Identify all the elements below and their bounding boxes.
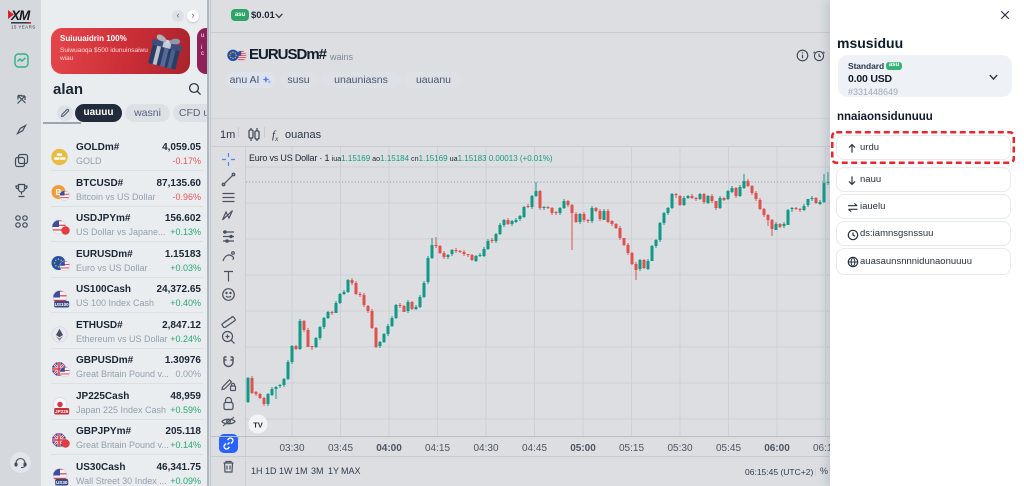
svg-text:US30: US30 (56, 480, 68, 485)
svg-text:TV: TV (253, 421, 263, 430)
svg-text:15 YEARS: 15 YEARS (11, 25, 35, 30)
svg-text:XM: XM (10, 8, 31, 23)
svg-text:B: B (55, 187, 61, 197)
svg-text:JP225: JP225 (55, 409, 69, 414)
svg-text:US100: US100 (55, 302, 69, 307)
